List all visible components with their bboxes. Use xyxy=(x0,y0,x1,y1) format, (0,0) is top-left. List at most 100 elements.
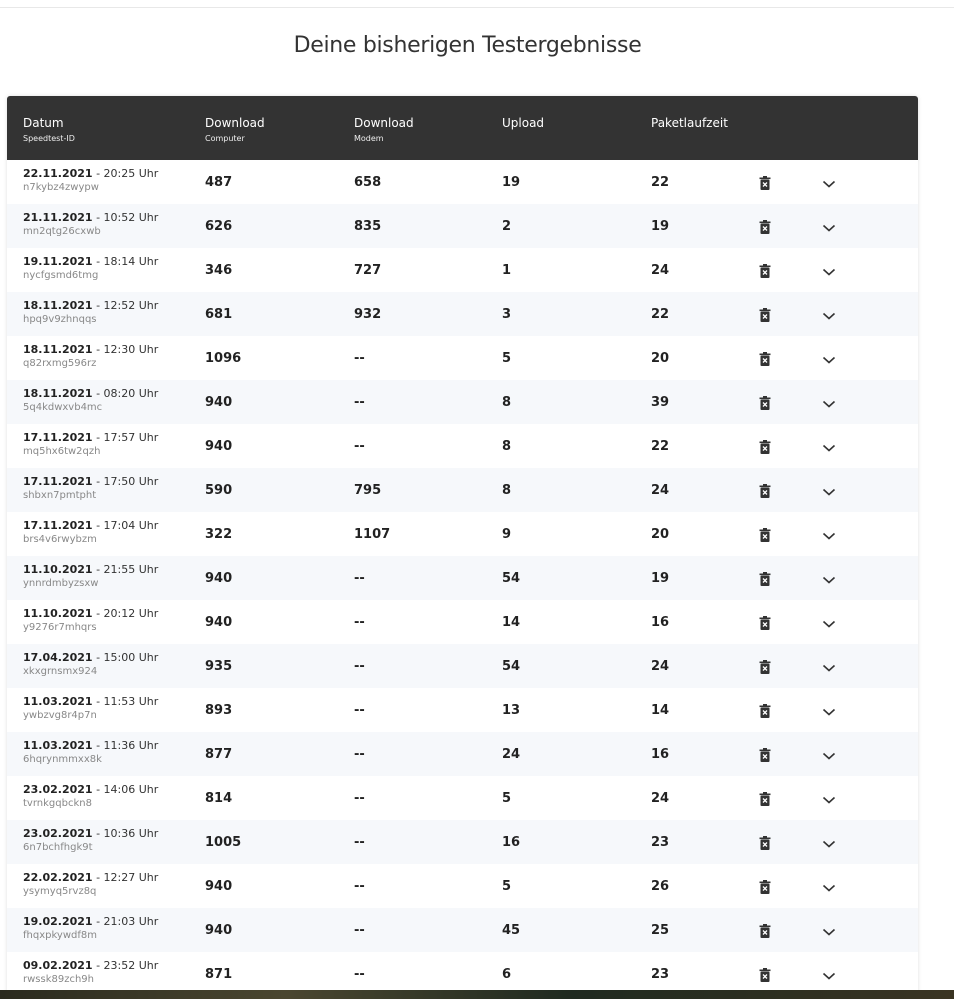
date: 17.11.2021 xyxy=(23,519,93,532)
chevron-down-icon[interactable] xyxy=(822,571,836,584)
test-date: 11.03.2021 - 11:36 Uhr xyxy=(23,739,158,752)
trash-icon[interactable] xyxy=(759,747,771,762)
header-upload: Upload xyxy=(502,116,545,130)
chevron-down-icon[interactable] xyxy=(822,263,836,276)
speedtest-id: y9276r7mhqrs xyxy=(23,622,97,633)
chevron-down-icon[interactable] xyxy=(822,835,836,848)
download-computer: 940 xyxy=(205,615,233,630)
trash-icon[interactable] xyxy=(759,483,771,498)
table-row: 17.04.2021 - 15:00 Uhr xkxgrnsmx924 935 -- 5… xyxy=(7,644,918,688)
trash-icon[interactable] xyxy=(759,615,771,630)
trash-icon[interactable] xyxy=(759,791,771,806)
table-row: 17.11.2021 - 17:57 Uhr mq5hx6tw2qzh 940 -- 8… xyxy=(7,424,918,468)
download-computer: 346 xyxy=(205,263,233,278)
test-date: 19.02.2021 - 21:03 Uhr xyxy=(23,915,158,928)
table-row: 22.02.2021 - 12:27 Uhr ysymyq5rvz8q 940 -- 5… xyxy=(7,864,918,908)
chevron-down-icon[interactable] xyxy=(822,659,836,672)
date: 17.04.2021 xyxy=(23,651,93,664)
time: - 10:36 Uhr xyxy=(92,827,159,840)
trash-icon[interactable] xyxy=(759,835,771,850)
date: 21.11.2021 xyxy=(23,211,93,224)
speedtest-id: mq5hx6tw2qzh xyxy=(23,446,101,457)
ping: 20 xyxy=(651,351,670,366)
chevron-down-icon[interactable] xyxy=(822,175,836,188)
upload: 45 xyxy=(502,923,521,938)
trash-icon[interactable] xyxy=(759,967,771,982)
date: 23.02.2021 xyxy=(23,783,93,796)
time: - 18:14 Uhr xyxy=(92,255,159,268)
time: - 10:52 Uhr xyxy=(92,211,159,224)
chevron-down-icon[interactable] xyxy=(822,747,836,760)
ping: 26 xyxy=(651,879,670,894)
speedtest-id: 6hqrynmmxx8k xyxy=(23,754,102,765)
trash-icon[interactable] xyxy=(759,879,771,894)
download-modem: -- xyxy=(354,659,365,674)
trash-icon[interactable] xyxy=(759,571,771,586)
test-date: 22.11.2021 - 20:25 Uhr xyxy=(23,167,158,180)
chevron-down-icon[interactable] xyxy=(822,307,836,320)
chevron-down-icon[interactable] xyxy=(822,615,836,628)
trash-icon[interactable] xyxy=(759,659,771,674)
ping: 16 xyxy=(651,615,670,630)
upload: 5 xyxy=(502,791,512,806)
page-title: Deine bisherigen Testergebnisse xyxy=(293,33,642,58)
trash-icon[interactable] xyxy=(759,703,771,718)
table-body: 22.11.2021 - 20:25 Uhr n7kybz4zwypw 487 658… xyxy=(7,160,918,996)
speedtest-id: 6n7bchfhgk9t xyxy=(23,842,93,853)
test-date: 21.11.2021 - 10:52 Uhr xyxy=(23,211,158,224)
chevron-down-icon[interactable] xyxy=(822,395,836,408)
trash-icon[interactable] xyxy=(759,175,771,190)
download-modem: -- xyxy=(354,395,365,410)
time: - 21:55 Uhr xyxy=(92,563,159,576)
chevron-down-icon[interactable] xyxy=(822,923,836,936)
chevron-down-icon[interactable] xyxy=(822,791,836,804)
trash-icon[interactable] xyxy=(759,219,771,234)
trash-icon[interactable] xyxy=(759,439,771,454)
download-modem: -- xyxy=(354,351,365,366)
ping: 23 xyxy=(651,835,670,850)
download-modem: 932 xyxy=(354,307,382,322)
upload: 2 xyxy=(502,219,512,234)
header-download-computer: Download Computer xyxy=(205,116,265,143)
speedtest-id: brs4v6rwybzm xyxy=(23,534,97,545)
ping: 22 xyxy=(651,307,670,322)
ping: 14 xyxy=(651,703,670,718)
date: 18.11.2021 xyxy=(23,343,93,356)
trash-icon[interactable] xyxy=(759,923,771,938)
time: - 08:20 Uhr xyxy=(92,387,159,400)
download-computer: 871 xyxy=(205,967,233,982)
speedtest-id: q82rxmg596rz xyxy=(23,358,97,369)
download-modem: -- xyxy=(354,439,365,454)
date: 18.11.2021 xyxy=(23,387,93,400)
time: - 23:52 Uhr xyxy=(92,959,159,972)
trash-icon[interactable] xyxy=(759,263,771,278)
download-modem: -- xyxy=(354,791,365,806)
download-modem: -- xyxy=(354,835,365,850)
chevron-down-icon[interactable] xyxy=(822,703,836,716)
trash-icon[interactable] xyxy=(759,527,771,542)
speedtest-id: rwssk89zch9h xyxy=(23,974,95,985)
test-date: 19.11.2021 - 18:14 Uhr xyxy=(23,255,158,268)
trash-icon[interactable] xyxy=(759,351,771,366)
chevron-down-icon[interactable] xyxy=(822,527,836,540)
chevron-down-icon[interactable] xyxy=(822,967,836,980)
trash-icon[interactable] xyxy=(759,395,771,410)
table-row: 17.11.2021 - 17:04 Uhr brs4v6rwybzm 322 110… xyxy=(7,512,918,556)
chevron-down-icon[interactable] xyxy=(822,879,836,892)
ping: 23 xyxy=(651,967,670,982)
ping: 22 xyxy=(651,175,670,190)
time: - 17:04 Uhr xyxy=(92,519,159,532)
ping: 24 xyxy=(651,659,670,674)
chevron-down-icon[interactable] xyxy=(822,439,836,452)
table-row: 17.11.2021 - 17:50 Uhr shbxn7pmtpht 590 795… xyxy=(7,468,918,512)
chevron-down-icon[interactable] xyxy=(822,219,836,232)
download-computer: 814 xyxy=(205,791,233,806)
chevron-down-icon[interactable] xyxy=(822,351,836,364)
download-modem: -- xyxy=(354,879,365,894)
speedtest-id: n7kybz4zwypw xyxy=(23,182,99,193)
download-computer: 322 xyxy=(205,527,233,542)
trash-icon[interactable] xyxy=(759,307,771,322)
chevron-down-icon[interactable] xyxy=(822,483,836,496)
time: - 20:25 Uhr xyxy=(92,167,159,180)
table-row: 11.10.2021 - 20:12 Uhr y9276r7mhqrs 940 -- 1… xyxy=(7,600,918,644)
